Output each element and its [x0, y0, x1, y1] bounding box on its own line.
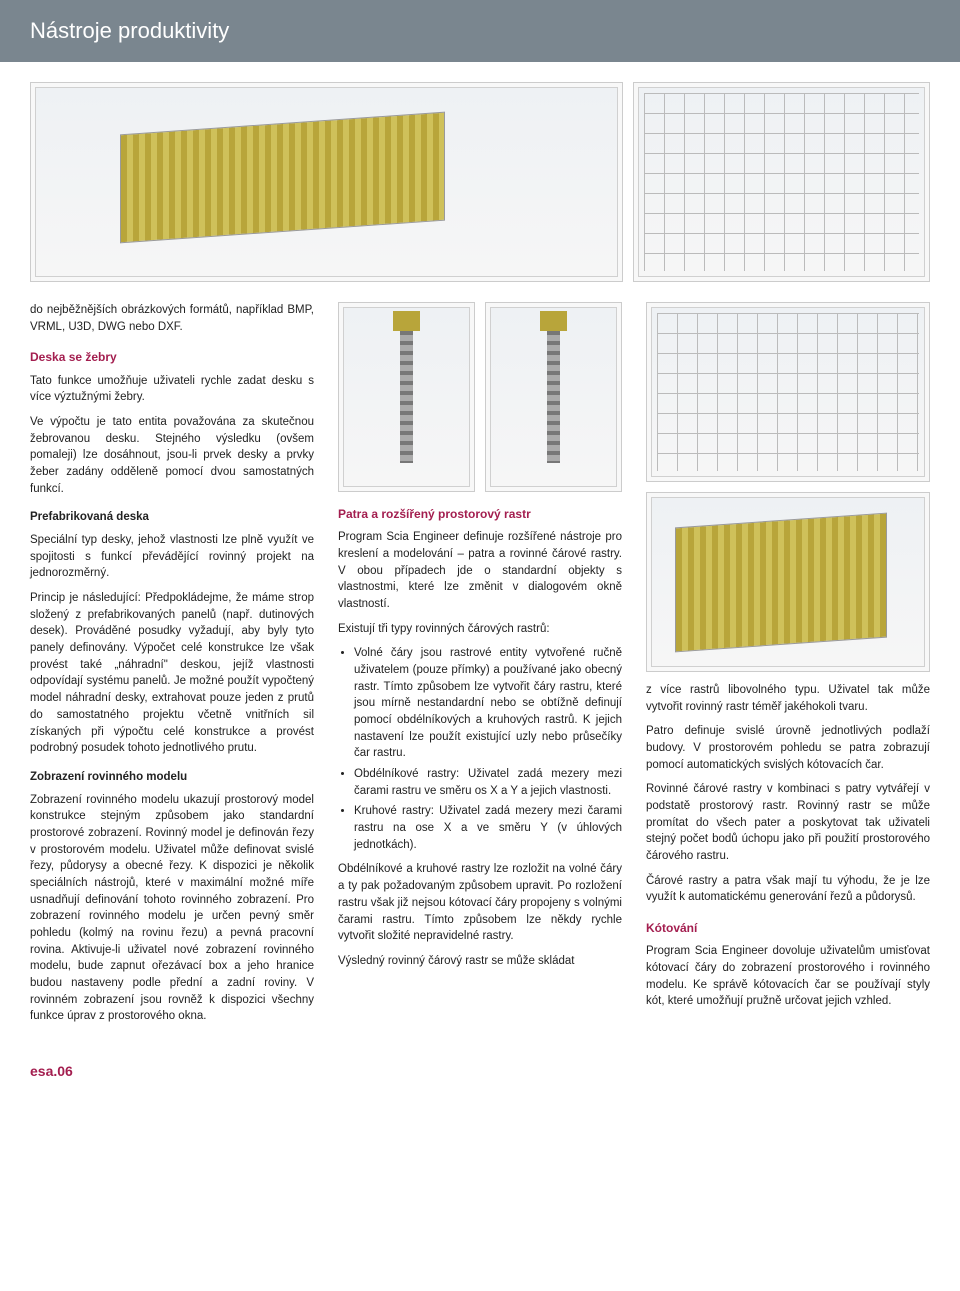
body-text: Rovinné čárové rastry v kombinaci s patr…: [646, 781, 930, 864]
list-item: Volné čáry jsou rastrové entity vytvořen…: [354, 645, 622, 762]
list-item: Kruhové rastry: Uživatel zadá mezery mez…: [354, 803, 622, 853]
body-text: Patro definuje svislé úrovně jednotlivýc…: [646, 723, 930, 773]
body-text: Výsledný rovinný čárový rastr se může sk…: [338, 953, 622, 970]
body-text: z více rastrů libovolného typu. Uživatel…: [646, 682, 930, 715]
heading-kotovani: Kótování: [646, 920, 930, 937]
body-text: Zobrazení rovinného modelu ukazují prost…: [30, 792, 314, 1025]
column-1: do nejběžnějších obrázkových formátů, na…: [30, 302, 314, 1033]
body-text: Program Scia Engineer dovoluje uživatelů…: [646, 943, 930, 1010]
top-image-row: [0, 62, 960, 292]
heading-zobrazeni-rovinneho: Zobrazení rovinného modelu: [30, 769, 314, 786]
heading-prefab-deska: Prefabrikovaná deska: [30, 509, 314, 526]
heading-deska-zebry: Deska se žebry: [30, 349, 314, 366]
intro-paragraph: do nejběžnějších obrázkových formátů, na…: [30, 302, 314, 335]
body-text: Obdélníkové a kruhové rastry lze rozloži…: [338, 861, 622, 944]
body-text: Speciální typ desky, jehož vlastnosti lz…: [30, 532, 314, 582]
body-text: Čárové rastry a patra však mají tu výhod…: [646, 873, 930, 906]
page-title: Nástroje produktivity: [30, 18, 229, 43]
middle-image-row: [338, 302, 622, 492]
text-columns: do nejběžnějších obrázkových formátů, na…: [30, 302, 930, 1033]
list-item: Obdélníkové rastry: Uživatel zadá mezery…: [354, 766, 622, 799]
column-2: Patra a rozšířený prostorový rastr Progr…: [338, 302, 622, 1033]
screenshot-floor-plan: [633, 82, 930, 282]
content-area: do nejběžnějších obrázkových formátů, na…: [0, 292, 960, 1063]
page-header: Nástroje produktivity: [0, 0, 960, 62]
screenshot-tower-1: [338, 302, 475, 492]
column-3: z více rastrů libovolného typu. Uživatel…: [646, 302, 930, 1033]
footer-page-mark: esa.06: [0, 1063, 960, 1099]
screenshot-building-floors: [646, 492, 930, 672]
screenshot-building-model: [30, 82, 623, 282]
body-text: Existují tři typy rovinných čárových ras…: [338, 621, 622, 638]
rastr-type-list: Volné čáry jsou rastrové entity vytvořen…: [338, 645, 622, 853]
body-text: Princip je následující: Předpokládejme, …: [30, 590, 314, 757]
heading-patra-rastr: Patra a rozšířený prostorový rastr: [338, 506, 622, 523]
screenshot-tower-2: [485, 302, 622, 492]
right-image-stack: [646, 302, 930, 672]
body-text: Ve výpočtu je tato entita považována za …: [30, 414, 314, 497]
body-text: Program Scia Engineer definuje rozšířené…: [338, 529, 622, 612]
screenshot-plan-circles: [646, 302, 930, 482]
body-text: Tato funkce umožňuje uživateli rychle za…: [30, 373, 314, 406]
